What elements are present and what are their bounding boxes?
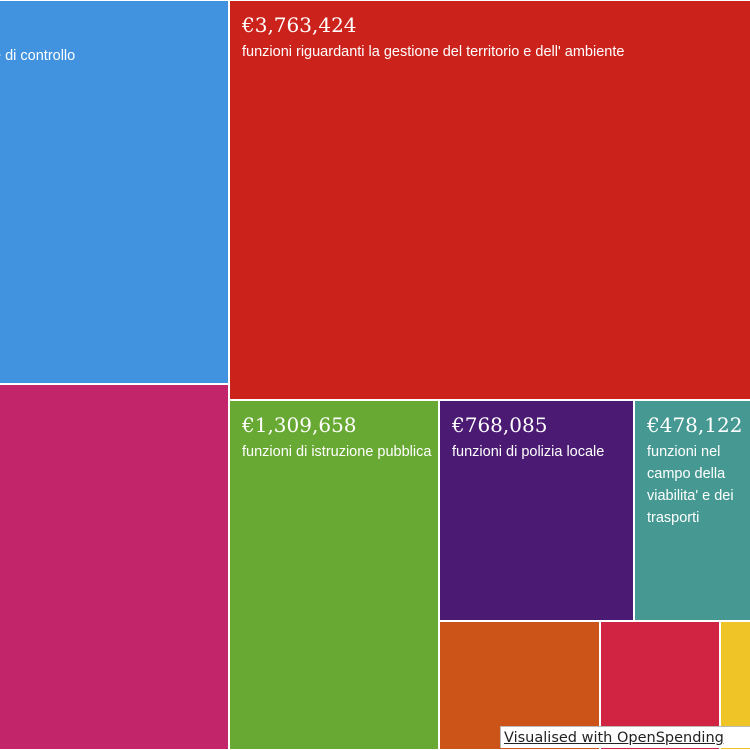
treemap-cell[interactable]: €478,122 funzioni nel campo della viabili… xyxy=(634,400,750,621)
treemap-cell[interactable] xyxy=(0,384,229,750)
treemap-cell[interactable]: e di controllo xyxy=(0,0,229,384)
cell-label: funzioni di polizia locale xyxy=(452,444,605,460)
cell-amount: €3,763,424 xyxy=(242,13,357,37)
cell-label: funzioni riguardanti la gestione del ter… xyxy=(242,44,625,60)
treemap-cell[interactable]: €768,085 funzioni di polizia locale xyxy=(439,400,634,621)
cell-amount: €478,122 xyxy=(647,413,743,437)
cell-amount: €768,085 xyxy=(452,413,548,437)
cell-label: e di controllo xyxy=(0,48,76,64)
treemap-cell[interactable]: €3,763,424 funzioni riguardanti la gestio… xyxy=(229,0,750,400)
treemap-cell[interactable]: €1,309,658 funzioni di istruzione pubblic… xyxy=(229,400,439,750)
cell-label: funzioni nel campo della viabilita' e de… xyxy=(647,444,734,526)
cell-label: funzioni di istruzione pubblica xyxy=(242,444,432,460)
credit-link[interactable]: Visualised with OpenSpending xyxy=(500,726,750,748)
cell-amount: €1,309,658 xyxy=(242,413,357,437)
